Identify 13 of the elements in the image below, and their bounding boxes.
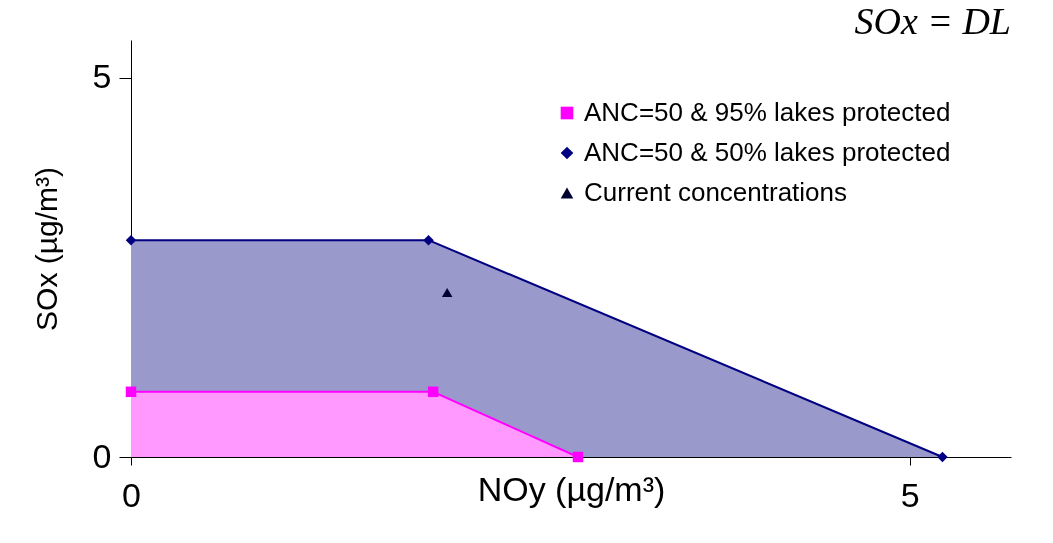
legend-label: Current concentrations	[584, 177, 848, 207]
point	[572, 451, 584, 463]
legend-label: ANC=50 & 95% lakes protected	[584, 97, 951, 127]
point	[937, 451, 948, 463]
y-axis-title: SOx (µg/m³)	[29, 167, 63, 331]
point	[125, 234, 137, 246]
chart-title: SOx = DL	[854, 0, 1011, 42]
x-axis-title: NOy (µg/m³)	[477, 469, 666, 508]
point	[427, 386, 439, 398]
point	[441, 287, 453, 298]
point	[423, 234, 434, 246]
legend-label: ANC=50 & 50% lakes protected	[584, 137, 951, 167]
point	[125, 386, 137, 398]
